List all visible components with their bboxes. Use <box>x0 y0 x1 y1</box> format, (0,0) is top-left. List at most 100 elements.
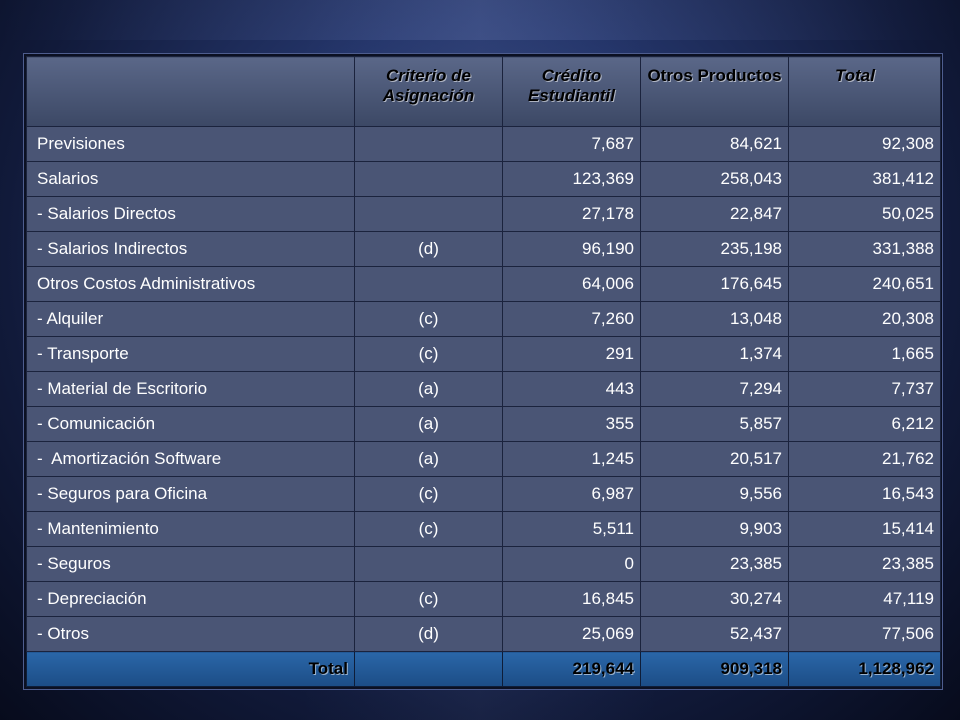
total-criterion <box>354 651 503 687</box>
row-student-credit: 64,006 <box>502 266 641 302</box>
table-row: - Depreciación (c) 16,845 30,274 47,119 <box>26 581 941 617</box>
row-label: Previsiones <box>26 126 355 162</box>
row-criterion <box>354 546 503 582</box>
row-total: 23,385 <box>788 546 941 582</box>
row-label: Otros Costos Administrativos <box>26 266 355 302</box>
row-total: 47,119 <box>788 581 941 617</box>
row-label: - Seguros <box>26 546 355 582</box>
header-concept <box>26 56 355 127</box>
row-label: - Otros <box>26 616 355 652</box>
row-other-products: 7,294 <box>640 371 789 407</box>
row-total: 1,665 <box>788 336 941 372</box>
table-row: - Material de Escritorio (a) 443 7,294 7… <box>26 371 941 407</box>
row-criterion <box>354 161 503 197</box>
table-row: - Otros (d) 25,069 52,437 77,506 <box>26 616 941 652</box>
row-criterion: (a) <box>354 441 503 477</box>
row-other-products: 176,645 <box>640 266 789 302</box>
row-other-products: 23,385 <box>640 546 789 582</box>
row-criterion <box>354 266 503 302</box>
cost-allocation-table: Criterio de Asignación Crédito Estudiant… <box>24 54 942 689</box>
row-criterion <box>354 196 503 232</box>
row-total: 7,737 <box>788 371 941 407</box>
row-student-credit: 16,845 <box>502 581 641 617</box>
table-row: - Seguros para Oficina (c) 6,987 9,556 1… <box>26 476 941 512</box>
table-row: Salarios 123,369 258,043 381,412 <box>26 161 941 197</box>
table-row: - Mantenimiento (c) 5,511 9,903 15,414 <box>26 511 941 547</box>
row-total: 92,308 <box>788 126 941 162</box>
total-student-credit: 219,644 <box>502 651 641 687</box>
row-criterion <box>354 126 503 162</box>
row-total: 16,543 <box>788 476 941 512</box>
row-label: Salarios <box>26 161 355 197</box>
row-other-products: 84,621 <box>640 126 789 162</box>
row-label: - Seguros para Oficina <box>26 476 355 512</box>
row-other-products: 52,437 <box>640 616 789 652</box>
row-total: 6,212 <box>788 406 941 442</box>
row-other-products: 20,517 <box>640 441 789 477</box>
row-total: 15,414 <box>788 511 941 547</box>
row-other-products: 258,043 <box>640 161 789 197</box>
row-total: 240,651 <box>788 266 941 302</box>
row-criterion: (c) <box>354 511 503 547</box>
total-grand-total: 1,128,962 <box>788 651 941 687</box>
row-total: 20,308 <box>788 301 941 337</box>
row-student-credit: 25,069 <box>502 616 641 652</box>
table-row: - Amortización Software (a) 1,245 20,517… <box>26 441 941 477</box>
row-other-products: 22,847 <box>640 196 789 232</box>
header-other-products: Otros Productos <box>640 56 789 127</box>
row-student-credit: 27,178 <box>502 196 641 232</box>
table-row: - Alquiler (c) 7,260 13,048 20,308 <box>26 301 941 337</box>
table-row: Previsiones 7,687 84,621 92,308 <box>26 126 941 162</box>
row-other-products: 9,556 <box>640 476 789 512</box>
row-criterion: (a) <box>354 406 503 442</box>
row-criterion: (a) <box>354 371 503 407</box>
table-row: - Comunicación (a) 355 5,857 6,212 <box>26 406 941 442</box>
row-criterion: (c) <box>354 581 503 617</box>
row-label: - Salarios Directos <box>26 196 355 232</box>
row-label: - Material de Escritorio <box>26 371 355 407</box>
total-label: Total <box>26 651 355 687</box>
row-label: - Mantenimiento <box>26 511 355 547</box>
row-other-products: 30,274 <box>640 581 789 617</box>
row-other-products: 13,048 <box>640 301 789 337</box>
row-student-credit: 443 <box>502 371 641 407</box>
row-criterion: (c) <box>354 301 503 337</box>
row-criterion: (d) <box>354 616 503 652</box>
row-total: 331,388 <box>788 231 941 267</box>
table-row: - Transporte (c) 291 1,374 1,665 <box>26 336 941 372</box>
total-row: Total 219,644 909,318 1,128,962 <box>26 651 941 687</box>
row-label: - Transporte <box>26 336 355 372</box>
row-other-products: 5,857 <box>640 406 789 442</box>
row-student-credit: 96,190 <box>502 231 641 267</box>
row-criterion: (c) <box>354 336 503 372</box>
row-total: 381,412 <box>788 161 941 197</box>
table-row: - Seguros 0 23,385 23,385 <box>26 546 941 582</box>
row-label: - Alquiler <box>26 301 355 337</box>
row-other-products: 1,374 <box>640 336 789 372</box>
table-row: - Salarios Indirectos (d) 96,190 235,198… <box>26 231 941 267</box>
row-other-products: 235,198 <box>640 231 789 267</box>
row-student-credit: 0 <box>502 546 641 582</box>
row-student-credit: 6,987 <box>502 476 641 512</box>
header-allocation-criterion: Criterio de Asignación <box>354 56 503 127</box>
row-student-credit: 291 <box>502 336 641 372</box>
header-row: Criterio de Asignación Crédito Estudiant… <box>26 56 941 127</box>
row-label: - Amortización Software <box>26 441 355 477</box>
row-student-credit: 7,687 <box>502 126 641 162</box>
row-total: 21,762 <box>788 441 941 477</box>
row-student-credit: 355 <box>502 406 641 442</box>
row-criterion: (c) <box>354 476 503 512</box>
row-student-credit: 123,369 <box>502 161 641 197</box>
row-student-credit: 5,511 <box>502 511 641 547</box>
table-row: Otros Costos Administrativos 64,006 176,… <box>26 266 941 302</box>
table-row: - Salarios Directos 27,178 22,847 50,025 <box>26 196 941 232</box>
total-other-products: 909,318 <box>640 651 789 687</box>
row-student-credit: 7,260 <box>502 301 641 337</box>
header-student-credit: Crédito Estudiantil <box>502 56 641 127</box>
row-label: - Comunicación <box>26 406 355 442</box>
row-total: 77,506 <box>788 616 941 652</box>
row-label: - Depreciación <box>26 581 355 617</box>
row-total: 50,025 <box>788 196 941 232</box>
header-total: Total <box>788 56 941 127</box>
row-label: - Salarios Indirectos <box>26 231 355 267</box>
